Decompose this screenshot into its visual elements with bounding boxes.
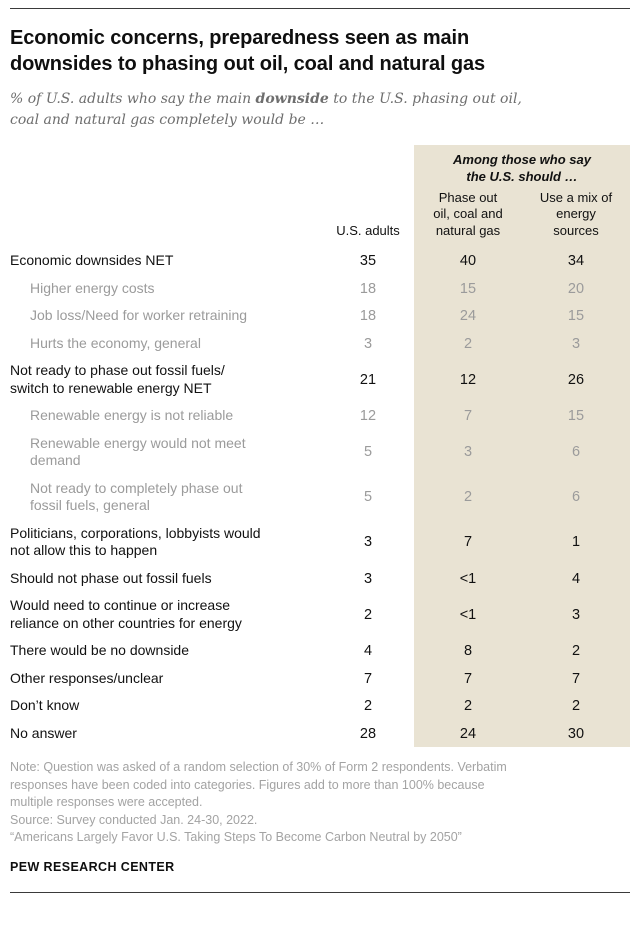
row-label: Should not phase out fossil fuels	[10, 569, 212, 586]
value-cell: 30	[522, 719, 630, 748]
value-cell: 24	[414, 302, 522, 330]
table-row: Should not phase out fossil fuels 3 <1 4	[10, 564, 630, 593]
value-cell: 3	[363, 534, 373, 551]
table-row: Would need to continue or increase relia…	[10, 592, 630, 638]
column-header-energy-mix: Use a mix of energy sources	[522, 185, 630, 248]
table-row: Don’t know 2 2 2	[10, 692, 630, 720]
value-cell: 3	[522, 592, 630, 638]
brand-logotype: PEW RESEARCH CENTER	[10, 859, 175, 874]
table-row: Economic downsides NET 35 40 34	[10, 247, 630, 275]
row-label: Would need to continue or increase relia…	[10, 597, 242, 631]
value-cell: 3	[363, 335, 373, 352]
value-cell: 7	[414, 519, 522, 565]
spacer-cell	[10, 145, 322, 186]
row-label: Not ready to phase out fossil fuels/ swi…	[10, 362, 225, 396]
row-label: Politicians, corporations, lobbyists wou…	[10, 524, 261, 559]
value-cell: 20	[522, 274, 630, 303]
row-label: Don’t know	[10, 697, 80, 714]
column-header-phase-out: Phase out oil, coal and natural gas	[414, 185, 522, 248]
table-row: No answer 28 24 30	[10, 719, 630, 748]
value-cell: 24	[414, 719, 522, 748]
value-cell: 5	[363, 444, 373, 461]
report-reference-text: “Americans Largely Favor U.S. Taking Ste…	[10, 830, 462, 845]
bottom-rule	[10, 891, 630, 893]
table-row: Other responses/unclear 7 7 7	[10, 664, 630, 693]
value-cell: 1	[522, 519, 630, 565]
row-label: Renewable energy is not reliable	[30, 407, 234, 424]
value-cell: 15	[522, 402, 630, 430]
value-cell: 2	[522, 637, 630, 665]
row-label: Not ready to completely phase out fossil…	[30, 479, 243, 514]
table-row: There would be no downside 4 8 2	[10, 637, 630, 665]
value-cell: 3	[522, 329, 630, 358]
table-row: Job loss/Need for worker retraining 18 24 1…	[10, 302, 630, 330]
data-table: Among those who say the U.S. should … U.…	[10, 144, 630, 748]
table-row: Not ready to completely phase out fossil…	[10, 474, 630, 520]
table-row: Renewable energy would not meet demand 5 3…	[10, 429, 630, 475]
value-cell: 5	[363, 489, 373, 506]
value-cell: 35	[359, 253, 377, 270]
value-cell: 2	[363, 606, 373, 623]
value-cell: 21	[359, 371, 377, 388]
value-cell: 28	[359, 725, 377, 742]
subtitle-suffix: to the U.S. phasing out oil, coal and na…	[10, 90, 522, 128]
value-cell: <1	[414, 564, 522, 593]
value-cell: 7	[522, 664, 630, 693]
value-cell: 2	[414, 474, 522, 520]
table-body: Economic downsides NET 35 40 34 Higher energ…	[10, 247, 630, 748]
source-text: Source: Survey conducted Jan. 24-30, 202…	[10, 812, 258, 827]
value-cell: 15	[414, 274, 522, 303]
table-row: Renewable energy is not reliable 12 7 15	[10, 402, 630, 430]
value-cell: 18	[359, 308, 377, 325]
value-cell: 2	[522, 692, 630, 720]
value-cell: 12	[414, 357, 522, 403]
column-header-us-adults: U.S. adults	[336, 222, 400, 238]
spacer-cell	[10, 186, 322, 248]
subtitle-emphasis: downside	[255, 90, 329, 107]
footnotes: Note: Question was asked of a random sel…	[10, 759, 630, 847]
value-cell: 2	[414, 329, 522, 358]
row-label: No answer	[10, 724, 77, 741]
value-cell: 8	[414, 637, 522, 665]
top-rule	[10, 8, 630, 9]
row-label: There would be no downside	[10, 642, 190, 659]
subtitle-prefix: % of U.S. adults who say the main	[10, 90, 256, 107]
note-text: Note: Question was asked of a random sel…	[10, 760, 507, 810]
row-label: Hurts the economy, general	[30, 334, 201, 351]
value-cell: 7	[414, 402, 522, 430]
column-header-row: U.S. adults Phase out oil, coal and natu…	[10, 185, 630, 248]
table-row: Hurts the economy, general 3 2 3	[10, 329, 630, 358]
value-cell: 4	[363, 643, 373, 660]
value-cell: 6	[522, 474, 630, 520]
row-label: Economic downsides NET	[10, 252, 174, 269]
value-cell: 15	[522, 302, 630, 330]
value-cell: 7	[414, 664, 522, 693]
row-label: Job loss/Need for worker retraining	[30, 307, 248, 324]
value-cell: 34	[522, 247, 630, 275]
value-cell: 7	[363, 670, 373, 687]
chart-title: Economic concerns, preparedness seen as …	[10, 27, 486, 76]
value-cell: 6	[522, 429, 630, 475]
chart-subtitle: % of U.S. adults who say the main downsi…	[10, 89, 630, 131]
row-label: Higher energy costs	[30, 279, 155, 296]
value-cell: 12	[359, 408, 377, 425]
spacer-cell	[322, 145, 414, 186]
value-cell: 3	[363, 570, 373, 587]
row-label: Other responses/unclear	[10, 669, 164, 686]
value-cell: 4	[522, 564, 630, 593]
value-cell: 26	[522, 357, 630, 403]
table-row: Politicians, corporations, lobbyists wou…	[10, 519, 630, 565]
row-label: Renewable energy would not meet demand	[30, 434, 246, 469]
table-row: Higher energy costs 18 15 20	[10, 274, 630, 303]
value-cell: 2	[363, 698, 373, 715]
group-header-row: Among those who say the U.S. should …	[10, 144, 630, 186]
value-cell: 2	[414, 692, 522, 720]
value-cell: 40	[414, 247, 522, 275]
table-row: Not ready to phase out fossil fuels/ swi…	[10, 357, 630, 403]
value-cell: <1	[414, 592, 522, 638]
value-cell: 18	[359, 280, 377, 297]
group-header: Among those who say the U.S. should …	[414, 144, 630, 186]
value-cell: 3	[414, 429, 522, 475]
